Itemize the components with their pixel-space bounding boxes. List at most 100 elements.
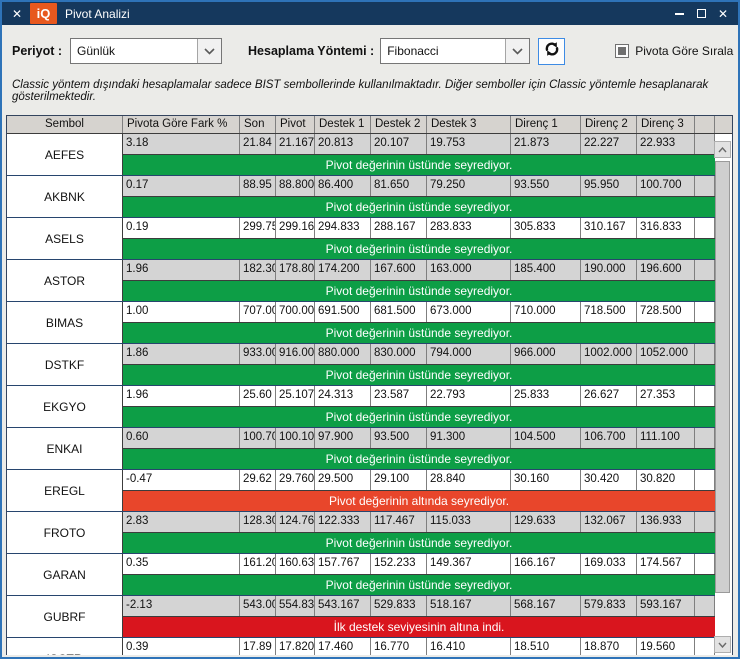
- value-cell: 794.000: [427, 344, 511, 364]
- value-cell: 196.600: [637, 260, 695, 280]
- table-row[interactable]: EKGYO 1.96 25.60 25.107 24.313 23.587 22…: [7, 386, 715, 428]
- maximize-button[interactable]: [690, 3, 712, 24]
- value-cell: 167.600: [371, 260, 427, 280]
- table-row[interactable]: FROTO 2.83 128.30 124.767 122.333 117.46…: [7, 512, 715, 554]
- value-cell: 100.700: [637, 176, 695, 196]
- scroll-up-button[interactable]: [714, 141, 731, 158]
- value-cell: 294.833: [315, 218, 371, 238]
- table-row[interactable]: AKBNK 0.17 88.95 88.800 86.400 81.650 79…: [7, 176, 715, 218]
- column-header-fark[interactable]: Pivota Göre Fark %: [123, 116, 240, 133]
- filler-cell: [695, 302, 715, 322]
- chevron-down-icon: [197, 39, 222, 63]
- column-header-destek2[interactable]: Destek 2: [371, 116, 427, 133]
- symbol-cell: GUBRF: [7, 596, 123, 637]
- value-cell: 27.353: [637, 386, 695, 406]
- data-row: 0.60 100.70 100.100 97.900 93.500 91.300…: [123, 428, 715, 449]
- value-cell: 17.820: [276, 638, 315, 655]
- value-cell: 128.30: [240, 512, 276, 532]
- column-header-direnc3[interactable]: Direnç 3: [637, 116, 695, 133]
- value-cell: 283.833: [427, 218, 511, 238]
- method-dropdown[interactable]: Fibonacci: [380, 38, 531, 64]
- data-row: 1.96 25.60 25.107 24.313 23.587 22.793 2…: [123, 386, 715, 407]
- value-cell: 136.933: [637, 512, 695, 532]
- value-cell: 288.167: [371, 218, 427, 238]
- scroll-down-button[interactable]: [714, 636, 731, 653]
- value-cell: 88.800: [276, 176, 315, 196]
- column-header-direnc1[interactable]: Direnç 1: [511, 116, 581, 133]
- value-cell: 22.793: [427, 386, 511, 406]
- data-row: 3.18 21.84 21.167 20.813 20.107 19.753 2…: [123, 134, 715, 155]
- value-cell: 100.100: [276, 428, 315, 448]
- value-cell: 161.20: [240, 554, 276, 574]
- value-cell: 29.500: [315, 470, 371, 490]
- status-row: Pivot değerinin üstünde seyrediyor.: [123, 365, 715, 385]
- value-cell: 681.500: [371, 302, 427, 322]
- table-row[interactable]: DSTKF 1.86 933.00 916.000 880.000 830.00…: [7, 344, 715, 386]
- data-row: 1.86 933.00 916.000 880.000 830.000 794.…: [123, 344, 715, 365]
- symbol-cell: DSTKF: [7, 344, 123, 385]
- close-window-left-button[interactable]: ✕: [6, 3, 28, 24]
- column-header-filler: [695, 116, 715, 133]
- value-cell: 124.767: [276, 512, 315, 532]
- value-cell: 0.60: [123, 428, 240, 448]
- value-cell: 2.83: [123, 512, 240, 532]
- column-header-pivot[interactable]: Pivot: [276, 116, 315, 133]
- value-cell: 21.167: [276, 134, 315, 154]
- column-header-sembol[interactable]: Sembol: [7, 116, 123, 133]
- table-row[interactable]: GARAN 0.35 161.20 160.633 157.767 152.23…: [7, 554, 715, 596]
- value-cell: 23.587: [371, 386, 427, 406]
- value-cell: 91.300: [427, 428, 511, 448]
- value-cell: 710.000: [511, 302, 581, 322]
- value-cell: 93.500: [371, 428, 427, 448]
- value-cell: 29.100: [371, 470, 427, 490]
- value-cell: 178.800: [276, 260, 315, 280]
- value-cell: 174.567: [637, 554, 695, 574]
- value-cell: 190.000: [581, 260, 637, 280]
- column-header-son[interactable]: Son: [240, 116, 276, 133]
- filler-cell: [695, 638, 715, 655]
- table-row[interactable]: ENKAI 0.60 100.70 100.100 97.900 93.500 …: [7, 428, 715, 470]
- column-header-destek3[interactable]: Destek 3: [427, 116, 511, 133]
- table-row[interactable]: AEFES 3.18 21.84 21.167 20.813 20.107 19…: [7, 134, 715, 176]
- value-cell: 157.767: [315, 554, 371, 574]
- scrollbar-thumb[interactable]: [715, 161, 730, 593]
- status-row: Pivot değerinin üstünde seyrediyor.: [123, 281, 715, 301]
- value-cell: 579.833: [581, 596, 637, 616]
- value-cell: 160.633: [276, 554, 315, 574]
- value-cell: 132.067: [581, 512, 637, 532]
- close-button[interactable]: ✕: [712, 3, 734, 24]
- table-row[interactable]: ASTOR 1.96 182.30 178.800 174.200 167.60…: [7, 260, 715, 302]
- filler-cell: [695, 344, 715, 364]
- status-row: Pivot değerinin üstünde seyrediyor.: [123, 197, 715, 217]
- column-header-destek1[interactable]: Destek 1: [315, 116, 371, 133]
- window-title: Pivot Analizi: [65, 6, 130, 21]
- minimize-button[interactable]: [668, 3, 690, 24]
- value-cell: 1.96: [123, 386, 240, 406]
- value-cell: 21.873: [511, 134, 581, 154]
- value-cell: 79.250: [427, 176, 511, 196]
- table-row[interactable]: ISCTR 0.39 17.89 17.820 17.460 16.770 16…: [7, 638, 715, 655]
- value-cell: 163.000: [427, 260, 511, 280]
- table-row[interactable]: ASELS 0.19 299.75 299.167 294.833 288.16…: [7, 218, 715, 260]
- value-cell: 1.00: [123, 302, 240, 322]
- status-row: Pivot değerinin üstünde seyrediyor.: [123, 239, 715, 259]
- value-cell: 543.00: [240, 596, 276, 616]
- table-row[interactable]: EREGL -0.47 29.62 29.760 29.500 29.100 2…: [7, 470, 715, 512]
- column-header-direnc2[interactable]: Direnç 2: [581, 116, 637, 133]
- filler-cell: [695, 554, 715, 574]
- value-cell: 88.95: [240, 176, 276, 196]
- symbol-cell: ISCTR: [7, 638, 123, 655]
- value-cell: 86.400: [315, 176, 371, 196]
- table-row[interactable]: BIMAS 1.00 707.00 700.000 691.500 681.50…: [7, 302, 715, 344]
- data-row: 0.39 17.89 17.820 17.460 16.770 16.410 1…: [123, 638, 715, 655]
- refresh-button[interactable]: [538, 37, 566, 65]
- sort-by-pivot-checkbox[interactable]: Pivota Göre Sırala: [615, 44, 733, 58]
- vertical-scrollbar[interactable]: [714, 135, 731, 653]
- value-cell: 115.033: [427, 512, 511, 532]
- period-dropdown[interactable]: Günlük: [70, 38, 223, 64]
- value-cell: 169.033: [581, 554, 637, 574]
- minimize-icon: [674, 12, 684, 15]
- filler-cell: [695, 428, 715, 448]
- table-row[interactable]: GUBRF -2.13 543.00 554.833 543.167 529.8…: [7, 596, 715, 638]
